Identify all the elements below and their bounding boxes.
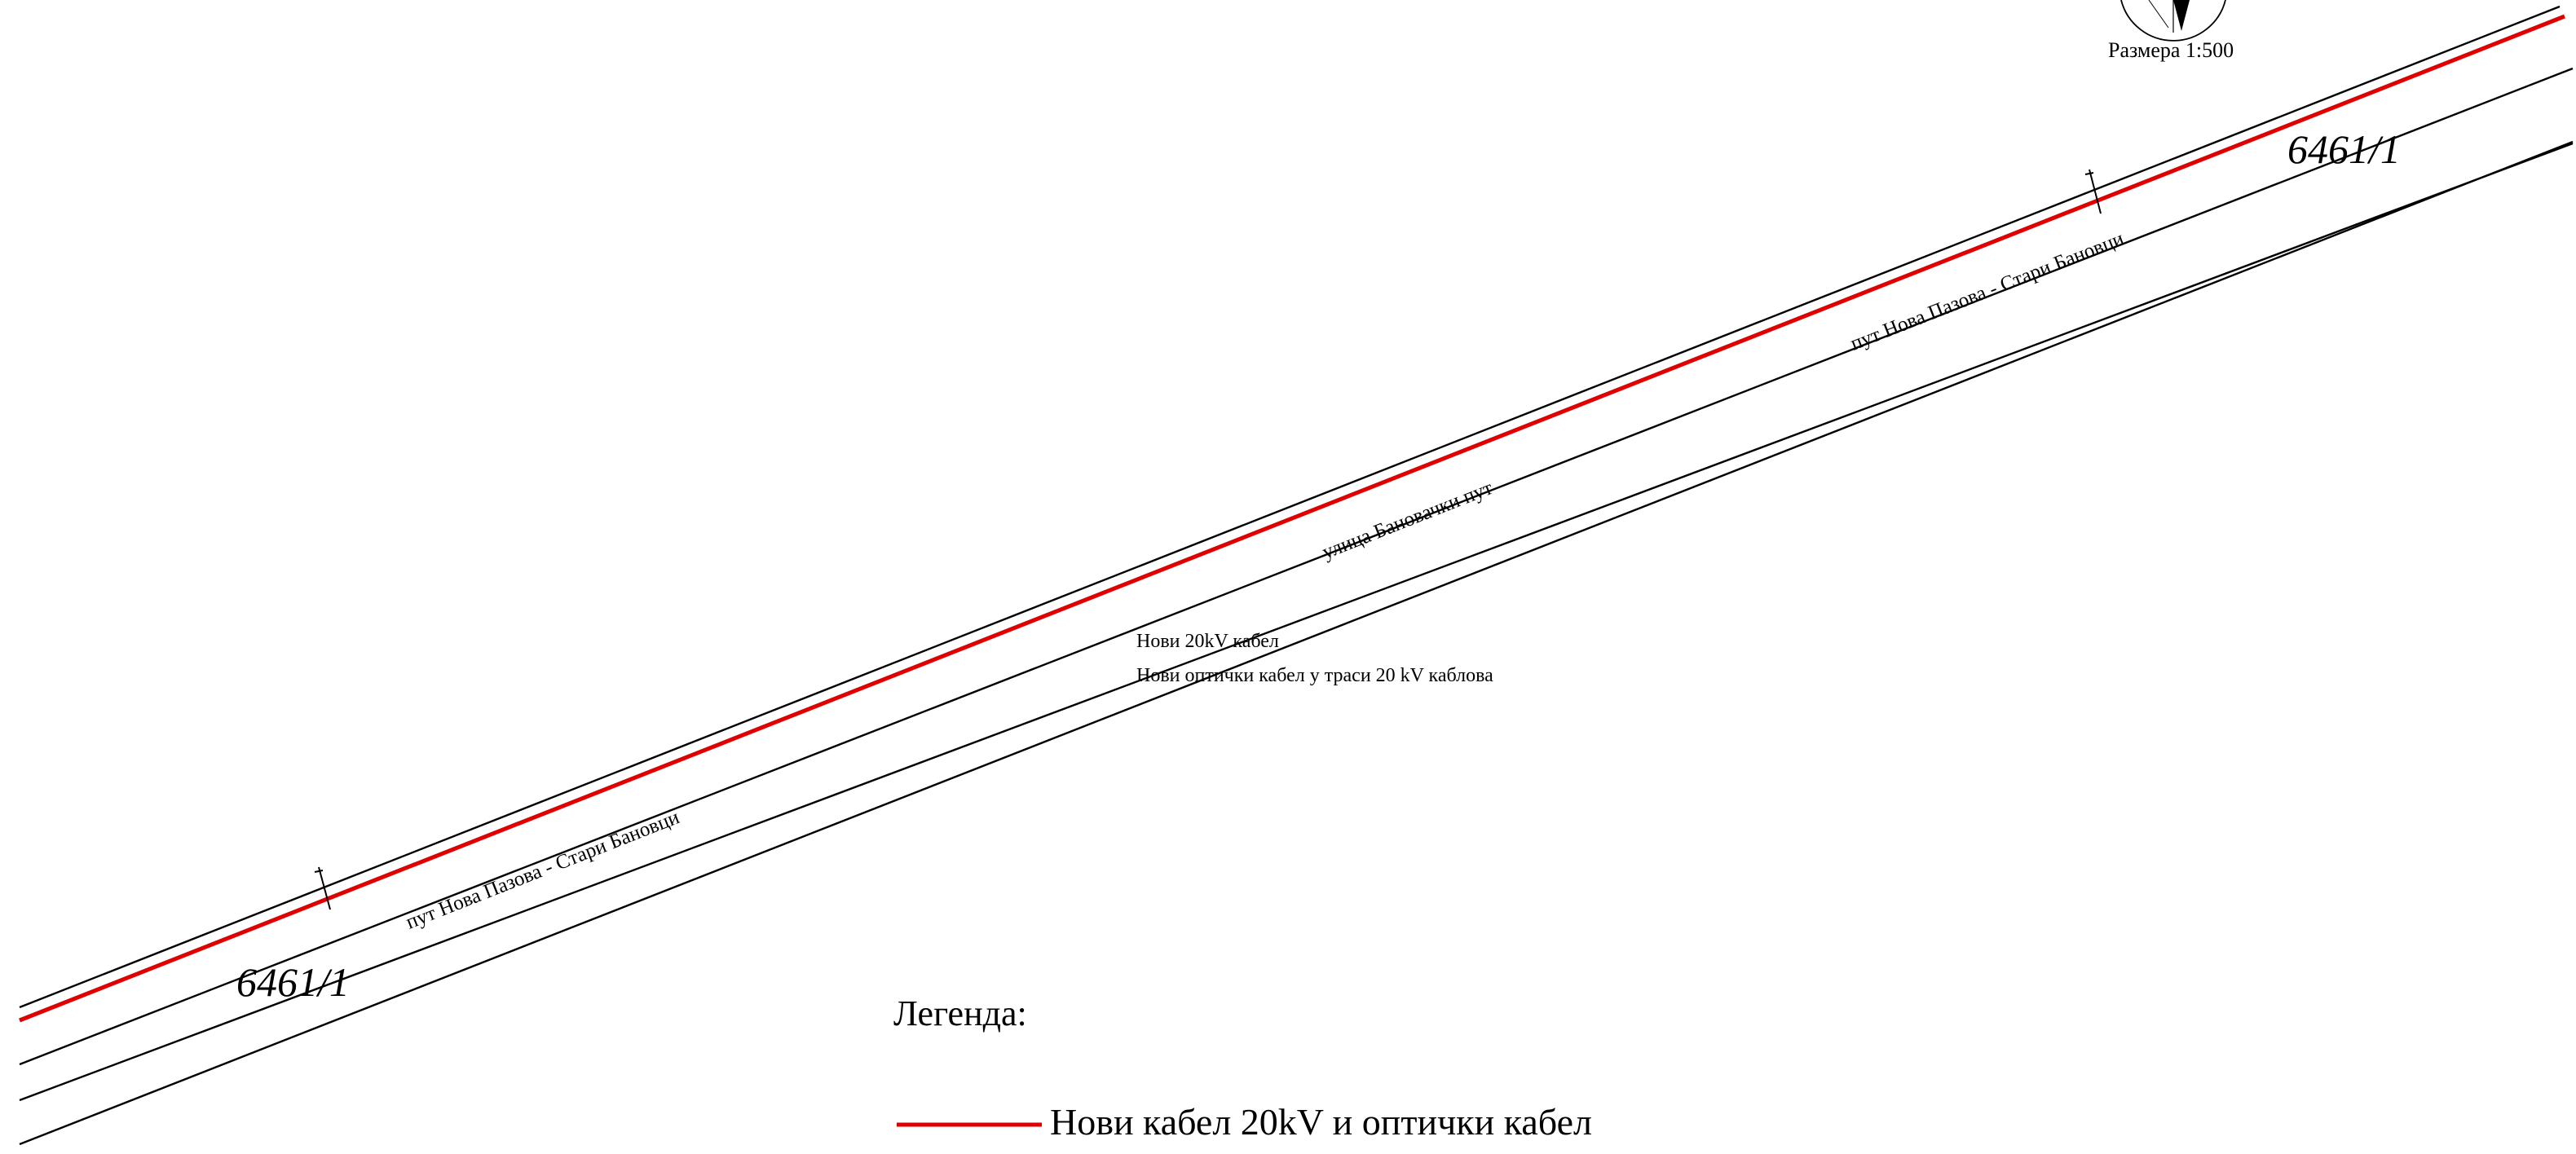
street-label-road-left: пут Нова Пазова - Стари Бановци xyxy=(403,806,682,933)
parcel-number-right: 6461/1 xyxy=(2287,126,2401,172)
parcel-number-left: 6461/1 xyxy=(236,959,350,1005)
street-label-road-right: пут Нова Пазова - Стари Бановци xyxy=(1847,227,2127,355)
road-boundary-bottom xyxy=(19,140,2574,1146)
note-new-optical-cable: Нови оптички кабел у траси 20 kV каблова xyxy=(1136,665,1493,686)
note-new-cable: Нови 20kV кабел xyxy=(1136,631,1279,652)
section-mark-left xyxy=(314,866,331,910)
north-arrow-icon xyxy=(2120,0,2226,42)
road-edge-upper xyxy=(19,67,2574,1066)
section-mark-right xyxy=(2084,169,2102,214)
legend-title: Легенда: xyxy=(893,993,1027,1033)
road-boundary-top xyxy=(19,5,2561,1009)
legend-item-cable: Нови кабел 20kV и оптички кабел xyxy=(1050,1101,1592,1143)
road-edge-lower xyxy=(19,142,2574,1102)
new-cable-route xyxy=(19,14,2565,1023)
scale-label: Размера 1:500 xyxy=(2108,38,2234,62)
street-label-center: улица Бановачки пут xyxy=(1319,477,1496,564)
